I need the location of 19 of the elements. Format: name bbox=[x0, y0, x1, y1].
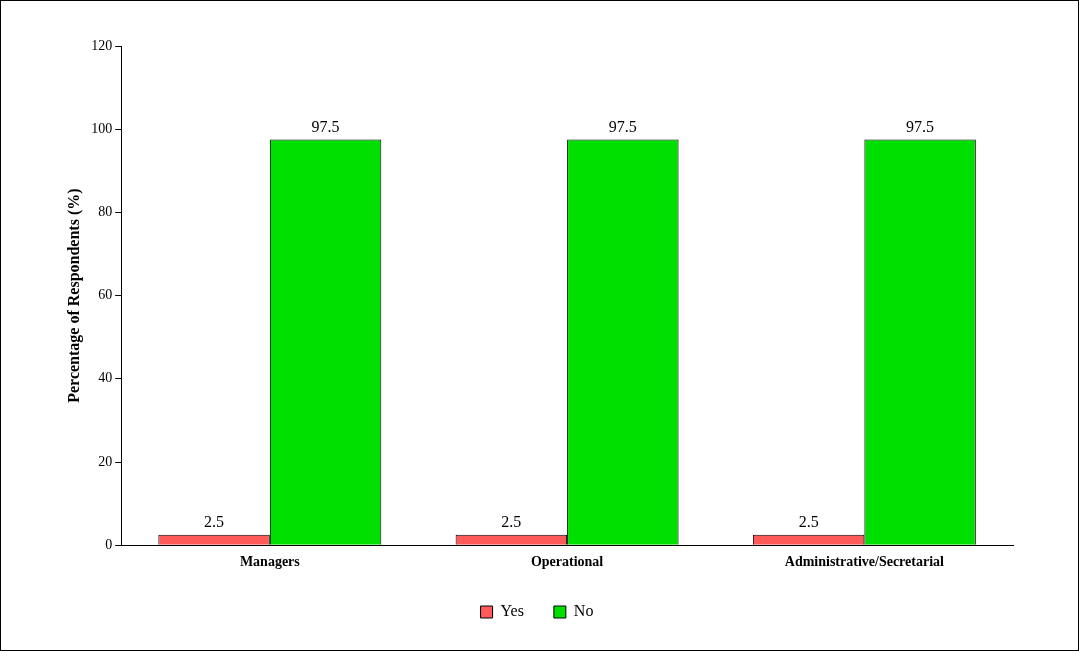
y-tick-label: 100 bbox=[91, 120, 113, 136]
data-label: 97.5 bbox=[311, 117, 340, 135]
legend-label: Yes bbox=[500, 602, 524, 620]
data-label: 97.5 bbox=[906, 117, 935, 135]
data-label: 2.5 bbox=[501, 513, 522, 530]
legend-label: No bbox=[573, 602, 594, 620]
y-tick-label: 60 bbox=[98, 287, 113, 303]
data-label: 2.5 bbox=[204, 513, 225, 530]
y-tick-label: 120 bbox=[91, 37, 113, 53]
y-tick-label: 20 bbox=[98, 453, 113, 469]
x-tick-label: Operational bbox=[530, 554, 604, 570]
x-tick-label: Administrative/Secretarial bbox=[784, 554, 945, 570]
y-axis-title: Percentage of Respondents (%) bbox=[64, 188, 83, 403]
data-label: 2.5 bbox=[798, 513, 819, 530]
y-tick-label: 40 bbox=[98, 370, 113, 386]
data-label: 97.5 bbox=[608, 117, 637, 135]
x-tick-label: Managers bbox=[239, 554, 301, 570]
y-tick-label: 80 bbox=[98, 204, 113, 220]
y-tick-label: 0 bbox=[105, 536, 113, 552]
